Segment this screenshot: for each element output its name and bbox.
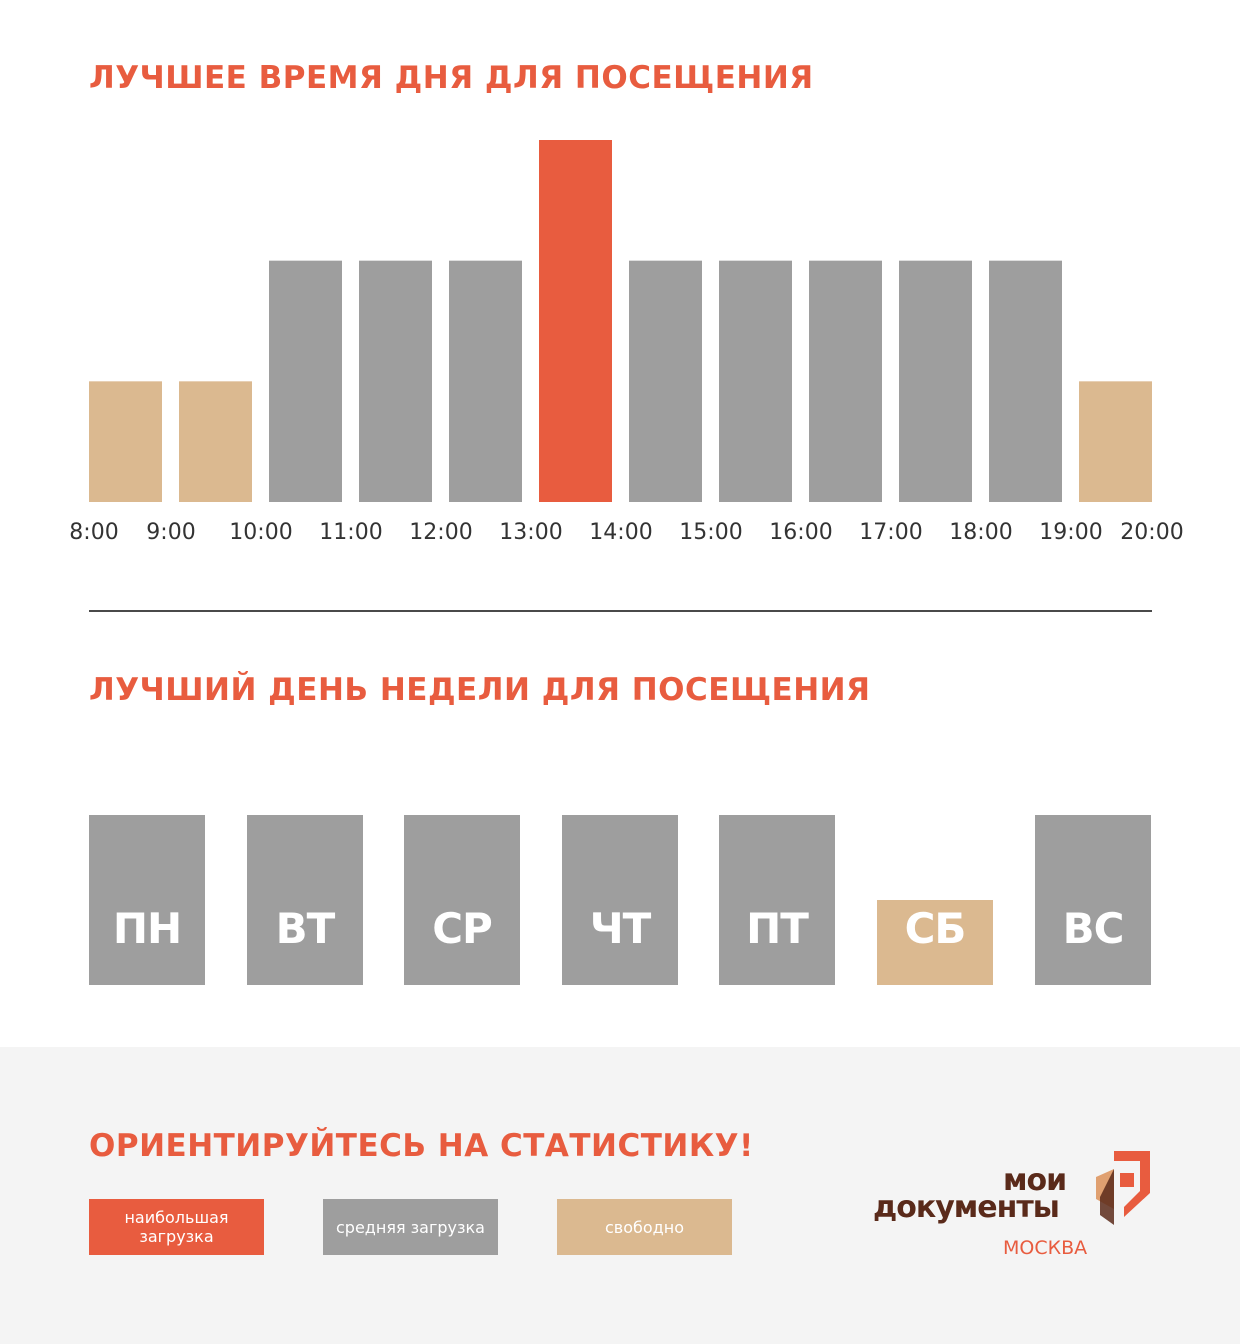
day-bar-5: СБ xyxy=(877,900,993,985)
day-label: СБ xyxy=(904,904,967,953)
day-bar-4: ПТ xyxy=(719,815,835,985)
logo-emblem-icon xyxy=(1096,1151,1150,1225)
hour-tick-label: 10:00 xyxy=(229,520,292,545)
hour-tick-label: 14:00 xyxy=(589,520,652,545)
hour-tick-label: 16:00 xyxy=(769,520,832,545)
section-divider xyxy=(89,610,1152,612)
hour-tick-label: 18:00 xyxy=(949,520,1012,545)
day-label: СР xyxy=(432,904,493,953)
legend-average-label: средняя загрузка xyxy=(336,1217,485,1237)
hour-bar-8 xyxy=(809,260,882,502)
logo-line1: мои xyxy=(1003,1163,1067,1198)
day-bar-3: ЧТ xyxy=(562,815,678,985)
day-label: ЧТ xyxy=(589,904,652,953)
hour-tick-label: 15:00 xyxy=(679,520,742,545)
hour-bar-11 xyxy=(1079,381,1152,502)
hour-bar-3 xyxy=(359,260,432,502)
hour-tick-label: 8:00 xyxy=(69,520,118,545)
legend-free: свободно xyxy=(557,1199,732,1255)
legend-busy: наибольшая загрузка xyxy=(89,1199,264,1255)
day-bar-2: СР xyxy=(404,815,520,985)
hour-tick-label: 20:00 xyxy=(1120,520,1183,545)
day-label: ПН xyxy=(112,904,182,953)
hour-tick-label: 11:00 xyxy=(319,520,382,545)
hour-bar-4 xyxy=(449,260,522,502)
hour-bar-9 xyxy=(899,260,972,502)
day-label: ВТ xyxy=(275,904,336,953)
hour-tick-label: 13:00 xyxy=(499,520,562,545)
hour-tick-label: 9:00 xyxy=(146,520,195,545)
best-time-title: ЛУЧШЕЕ ВРЕМЯ ДНЯ ДЛЯ ПОСЕЩЕНИЯ xyxy=(89,60,814,96)
hour-bar-5 xyxy=(539,140,612,502)
best-day-title: ЛУЧШИЙ ДЕНЬ НЕДЕЛИ ДЛЯ ПОСЕЩЕНИЯ xyxy=(89,672,871,708)
hour-bar-2 xyxy=(269,260,342,502)
day-bar-6: ВС xyxy=(1035,815,1151,985)
day-bar-1: ВТ xyxy=(247,815,363,985)
footer-panel xyxy=(0,1047,1240,1344)
day-label: ВС xyxy=(1062,904,1125,953)
day-bar-0: ПН xyxy=(89,815,205,985)
legend-free-label: свободно xyxy=(605,1217,684,1237)
hour-tick-label: 17:00 xyxy=(859,520,922,545)
hour-tick-label: 19:00 xyxy=(1039,520,1102,545)
logo-line3: МОСКВА xyxy=(1003,1237,1088,1259)
legend-busy-label: наибольшая загрузка xyxy=(124,1208,229,1246)
hour-bar-7 xyxy=(719,260,792,502)
footer-title: ОРИЕНТИРУЙТЕСЬ НА СТАТИСТИКУ! xyxy=(89,1128,754,1164)
hour-bar-1 xyxy=(179,381,252,502)
hour-bar-0 xyxy=(89,381,162,502)
day-label: ПТ xyxy=(746,904,809,953)
hour-bar-6 xyxy=(629,260,702,502)
logo-line2: документы xyxy=(873,1190,1060,1225)
hour-chart: 8:00 9:00 10:00 11:00 12:00 13:00 14:00 15:00 16… xyxy=(69,140,1184,545)
legend-average: средняя загрузка xyxy=(323,1199,498,1255)
hour-bar-10 xyxy=(989,260,1062,502)
hour-tick-label: 12:00 xyxy=(409,520,472,545)
